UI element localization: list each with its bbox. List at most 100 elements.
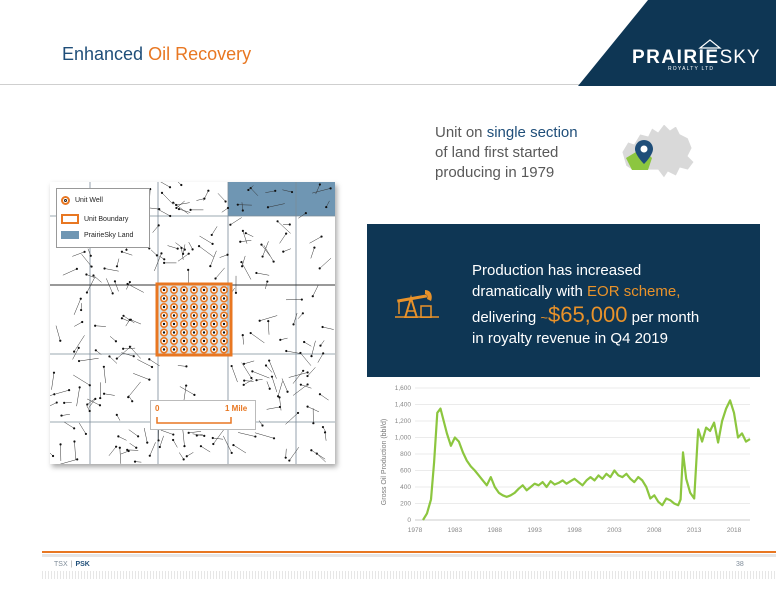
eor-scheme-text: EOR scheme, xyxy=(587,283,681,300)
production-text: Production has increased dramatically wi… xyxy=(472,260,752,349)
unit-well-center xyxy=(212,305,216,309)
well-dot xyxy=(254,435,257,438)
well-dot xyxy=(232,443,235,447)
well-dot xyxy=(120,250,124,253)
well-path xyxy=(73,335,85,352)
well-path xyxy=(212,437,224,440)
logo-band xyxy=(578,0,776,86)
well-path xyxy=(176,202,190,206)
footer-separator: | xyxy=(70,561,73,568)
well-dot xyxy=(132,355,135,358)
well-dot xyxy=(59,339,62,342)
well-path xyxy=(221,207,229,213)
well-dot xyxy=(240,260,243,264)
intro-line3: producing in 1979 xyxy=(435,164,555,181)
well-dot xyxy=(318,393,322,396)
well-path xyxy=(217,193,226,202)
well-dot xyxy=(52,371,56,374)
well-dot xyxy=(321,425,325,429)
x-tick-label: 2003 xyxy=(607,527,622,534)
well-path xyxy=(179,452,184,460)
well-dot xyxy=(321,325,324,329)
y-tick-label: 1,400 xyxy=(395,402,412,409)
well-path xyxy=(300,352,312,366)
well-dot xyxy=(258,319,261,322)
well-dot xyxy=(135,446,138,449)
well-dot xyxy=(150,365,154,369)
footer-rule-orange xyxy=(42,551,776,553)
well-path xyxy=(265,281,268,290)
well-path xyxy=(51,372,55,390)
ticker-label: PSK xyxy=(75,561,90,568)
well-dot xyxy=(172,201,175,204)
well-dot xyxy=(303,340,306,344)
well-path xyxy=(114,281,119,292)
scale-end-label: 1 Mile xyxy=(225,404,248,413)
well-path xyxy=(130,319,142,325)
well-dot xyxy=(128,345,132,348)
well-dot xyxy=(272,437,276,440)
unit-well-center xyxy=(172,305,176,309)
well-path xyxy=(59,459,78,465)
well-dot xyxy=(276,220,279,223)
well-path xyxy=(289,446,300,461)
well-dot xyxy=(261,424,264,427)
legend-label: Unit Well xyxy=(75,196,103,204)
well-dot xyxy=(310,355,313,358)
well-dot xyxy=(175,206,178,210)
well-path xyxy=(116,258,120,267)
well-path xyxy=(277,221,291,234)
well-path xyxy=(93,275,102,283)
well-path xyxy=(127,283,144,293)
well-path xyxy=(245,232,254,237)
unit-well-center xyxy=(182,322,186,326)
well-dot xyxy=(185,384,188,387)
well-path xyxy=(187,269,190,284)
unit-well-center xyxy=(192,348,196,351)
logo-bold: PRAIRIE xyxy=(632,47,720,68)
well-path xyxy=(281,378,288,392)
well-path xyxy=(307,406,320,413)
x-tick-label: 1988 xyxy=(488,527,503,534)
well-path xyxy=(243,379,254,386)
chart-y-ticks: 0 200 400 600 800 1,000 1,200 1,400 1,600 xyxy=(395,385,412,524)
well-path xyxy=(297,313,304,319)
well-dot xyxy=(189,208,192,211)
well-path xyxy=(87,248,92,256)
well-dot xyxy=(274,189,277,192)
well-dot xyxy=(318,267,321,270)
well-dot xyxy=(127,449,130,453)
well-dot xyxy=(128,280,131,284)
well-dot xyxy=(268,387,271,390)
intro-line1b: single section xyxy=(486,124,578,141)
y-tick-label: 1,200 xyxy=(395,418,412,425)
well-dot xyxy=(199,445,203,448)
well-path xyxy=(87,398,96,405)
well-dot xyxy=(306,371,309,374)
unit-well-center xyxy=(192,331,196,334)
well-path xyxy=(285,448,287,458)
well-path xyxy=(62,268,77,276)
well-path xyxy=(160,429,174,435)
unit-well-center xyxy=(202,331,206,334)
well-path xyxy=(292,384,308,396)
well-dot xyxy=(312,422,315,425)
unit-well-center xyxy=(182,331,186,334)
well-dot xyxy=(122,314,125,317)
well-path xyxy=(259,315,278,322)
well-dot xyxy=(163,258,166,261)
y-tick-label: 0 xyxy=(407,517,411,524)
well-dot xyxy=(285,232,288,235)
well-dot xyxy=(311,295,314,298)
well-path xyxy=(280,337,288,341)
well-path xyxy=(172,439,178,448)
production-panel xyxy=(367,224,760,377)
well-path xyxy=(173,202,189,215)
well-path xyxy=(149,442,156,456)
royalty-amount: $65,000 xyxy=(547,302,628,327)
unit-well-center xyxy=(172,331,176,334)
well-path xyxy=(123,347,136,350)
well-path xyxy=(78,357,99,362)
unit-well-center xyxy=(202,348,206,351)
logo-subtitle: ROYALTY LTD xyxy=(668,66,715,72)
